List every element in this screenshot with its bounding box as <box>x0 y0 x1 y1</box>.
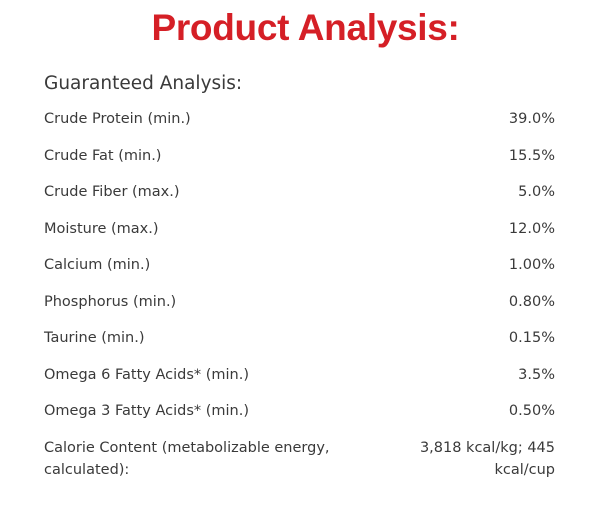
analysis-row-crude-fiber: Crude Fiber (max.) 5.0% <box>44 181 555 218</box>
row-value: 15.5% <box>508 147 555 164</box>
row-label: Omega 3 Fatty Acids* (min.) <box>44 403 249 419</box>
page-title: Product Analysis: <box>151 7 460 48</box>
analysis-table: Crude Protein (min.) 39.0% Crude Fat (mi… <box>44 108 555 497</box>
analysis-row-crude-fat: Crude Fat (min.) 15.5% <box>44 145 555 182</box>
analysis-row-phosphorus: Phosphorus (min.) 0.80% <box>44 291 555 328</box>
analysis-row-calcium: Calcium (min.) 1.00% <box>44 254 555 291</box>
row-label: Calorie Content (metabolizable energy, c… <box>44 439 330 478</box>
analysis-row-omega-6: Omega 6 Fatty Acids* (min.) 3.5% <box>44 364 555 401</box>
row-value: 1.00% <box>508 257 555 273</box>
row-label: Taurine (min.) <box>44 330 145 346</box>
analysis-row-moisture: Moisture (max.) 12.0% <box>44 218 555 255</box>
row-label: Omega 6 Fatty Acids* (min.) <box>44 366 249 383</box>
row-value: 0.50% <box>508 403 555 419</box>
section-heading: Guaranteed Analysis: <box>44 73 243 94</box>
row-value: 39.0% <box>508 111 555 127</box>
analysis-row-crude-protein: Crude Protein (min.) 39.0% <box>44 108 555 145</box>
row-value: 12.0% <box>508 220 555 237</box>
row-value: 5.0% <box>518 184 555 200</box>
analysis-row-omega-3: Omega 3 Fatty Acids* (min.) 0.50% <box>44 400 555 437</box>
row-label: Crude Fiber (max.) <box>44 184 180 200</box>
row-label: Moisture (max.) <box>44 220 159 237</box>
analysis-row-taurine: Taurine (min.) 0.15% <box>44 327 555 364</box>
row-label: Phosphorus (min.) <box>44 293 177 310</box>
row-value: 0.80% <box>508 293 555 310</box>
row-value: 3,818 kcal/kg; 445 kcal/cup <box>419 439 555 478</box>
row-label: Crude Fat (min.) <box>44 147 162 164</box>
row-label: Calcium (min.) <box>44 257 151 273</box>
row-label: Crude Protein (min.) <box>44 111 191 127</box>
analysis-row-calorie-content: Calorie Content (metabolizable energy, c… <box>44 437 555 497</box>
row-value: 0.15% <box>508 330 555 346</box>
row-value: 3.5% <box>518 366 555 383</box>
